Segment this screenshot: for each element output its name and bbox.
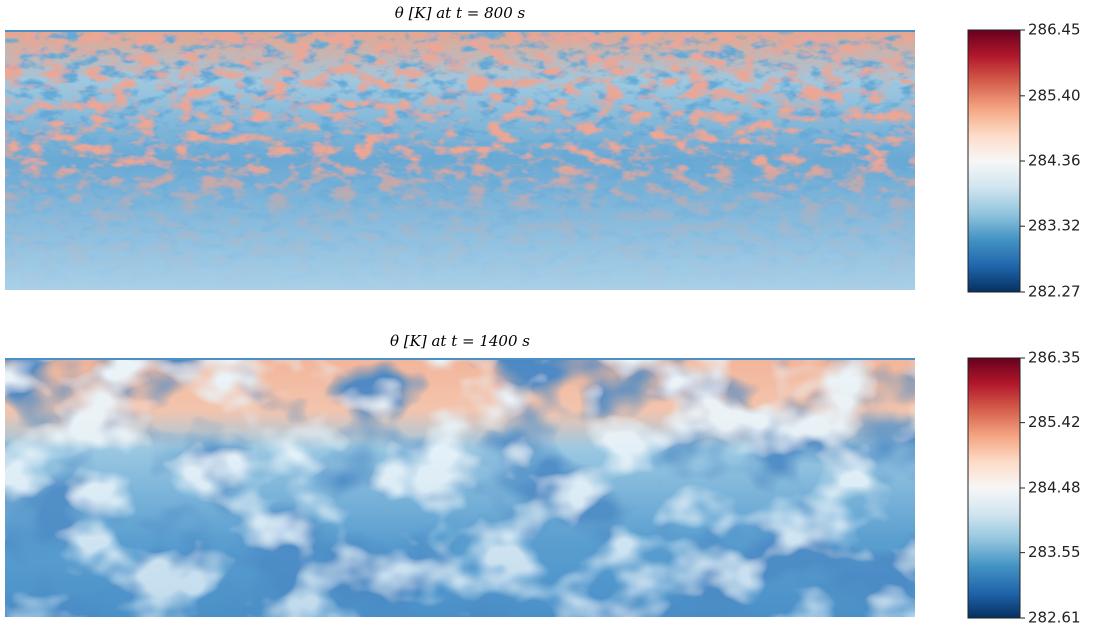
colorbar-tick-label: 283.32 [1028, 217, 1081, 235]
colorbar-tick-label: 286.35 [1028, 349, 1081, 367]
colorbar-tick-label: 285.42 [1028, 413, 1081, 431]
colorbar [967, 357, 1021, 619]
colorbar-tick-label: 284.36 [1028, 152, 1081, 170]
colorbar-tick-label: 282.61 [1028, 609, 1081, 627]
colorbar-tick-label: 284.48 [1028, 479, 1081, 497]
colorbar-tick-label: 283.55 [1028, 543, 1081, 561]
colorbar [967, 29, 1021, 293]
colorbar-tick-label: 285.40 [1028, 86, 1081, 104]
field-texture [5, 30, 915, 290]
colorbar-tick-label: 282.27 [1028, 283, 1081, 301]
colorbar-tick-label: 286.45 [1028, 21, 1081, 39]
panel-title: θ [K] at t = 1400 s [390, 332, 530, 350]
panel-title: θ [K] at t = 800 s [395, 4, 526, 22]
field-texture [5, 358, 915, 617]
